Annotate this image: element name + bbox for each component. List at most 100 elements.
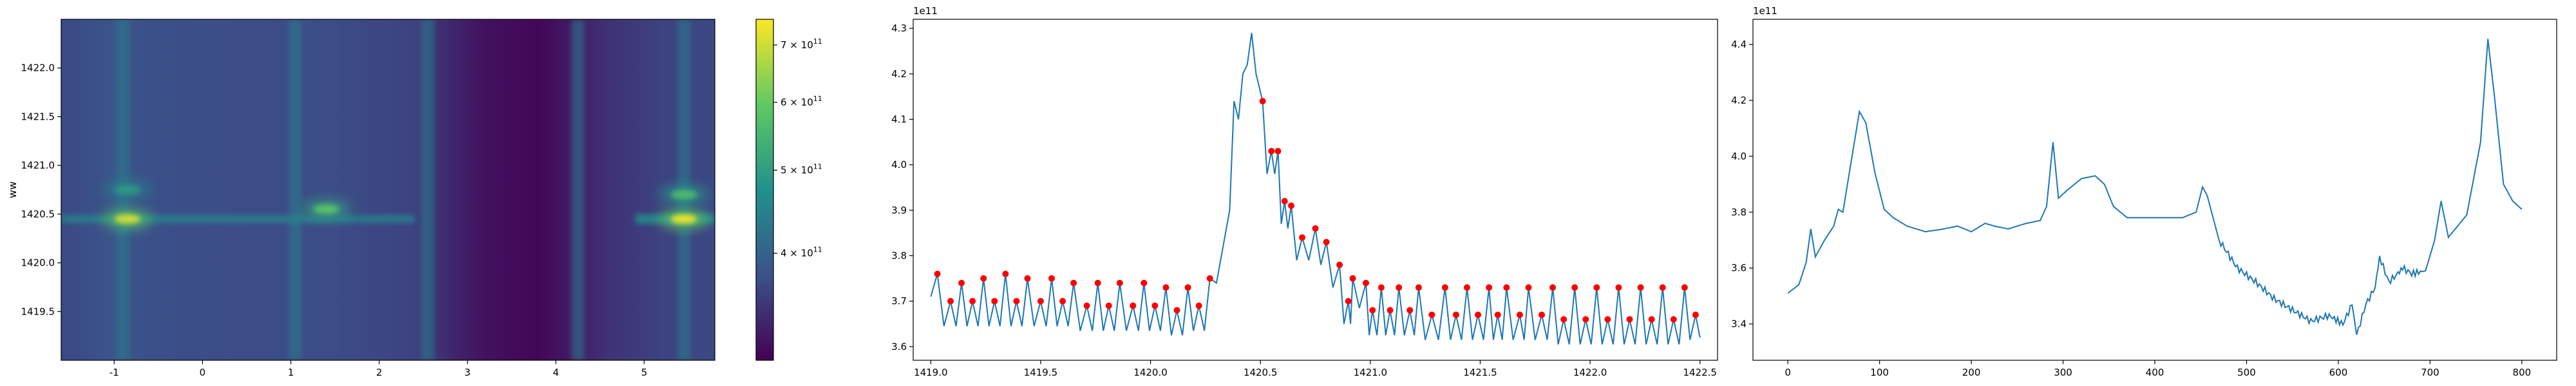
peak-marker-upper <box>1349 275 1356 282</box>
peak-marker-lower <box>1670 316 1677 323</box>
heatmap-x-tick-label: 2 <box>376 367 383 378</box>
peak-marker-upper <box>1571 284 1578 291</box>
peaks-x-tick-label: 1419.0 <box>914 367 948 378</box>
peak-marker-upper <box>1593 284 1600 291</box>
peak-marker-lower <box>1648 316 1655 323</box>
spectrum-x-axis: 0 100 200 300 400 500 600 700 800 <box>1785 360 2531 378</box>
peaks-frame <box>913 19 1718 361</box>
peak-marker-lower <box>1604 316 1611 323</box>
peak-marker-upper <box>1287 202 1294 209</box>
peak-marker-upper <box>1396 284 1403 291</box>
peaks-y-tick-label: 3.7 <box>891 295 907 307</box>
peaks-upper-markers <box>934 98 1688 291</box>
peak-marker-lower <box>1195 302 1202 309</box>
heatmap-y-tick-label: 1422.0 <box>21 62 55 74</box>
peak-marker-upper <box>1024 275 1031 282</box>
peak-marker-upper <box>1362 279 1369 286</box>
peak-marker-upper <box>1281 198 1288 205</box>
peak-marker-lower <box>969 298 976 305</box>
heatmap-x-axis: -1 0 1 2 3 4 5 <box>109 360 647 378</box>
peaks-x-tick-label: 1420.0 <box>1133 367 1168 378</box>
heatmap-x-tick-label: 5 <box>641 367 647 378</box>
peak-marker-upper <box>1268 147 1275 154</box>
spectrum-x-tick-label: 700 <box>2421 367 2439 378</box>
peaks-offset-text: 1e11 <box>913 5 938 17</box>
colorbar-frame <box>755 19 774 361</box>
peaks-panel: 1419.0 1419.5 1420.0 1420.5 1421.0 1421.5 1422… <box>891 5 1718 378</box>
heatmap-hot-spot <box>670 190 697 199</box>
spectrum-y-tick-label: 4.0 <box>1731 151 1747 162</box>
colorbar-tick-label: 5 × 1011 <box>781 163 822 176</box>
heatmap-hot-spot <box>114 214 140 224</box>
spectrum-y-axis: 3.4 3.6 3.8 4.0 4.2 4.4 <box>1731 39 1753 330</box>
heatmap-image <box>61 19 715 360</box>
peak-marker-lower <box>1345 298 1352 305</box>
peak-marker-lower <box>1406 307 1414 314</box>
spectrum-y-tick-label: 3.6 <box>1731 262 1747 274</box>
peaks-y-tick-label: 4.2 <box>891 68 907 80</box>
peak-marker-lower <box>1692 311 1699 318</box>
peak-marker-lower <box>1013 298 1020 305</box>
peak-marker-lower <box>1173 307 1180 314</box>
heatmap-y-tick-label: 1419.5 <box>21 306 55 317</box>
peak-marker-upper <box>1116 279 1123 286</box>
peak-marker-lower <box>1151 302 1159 309</box>
spectrum-line <box>1787 39 2523 335</box>
peaks-x-tick-label: 1419.5 <box>1024 367 1058 378</box>
colorbar-tick-label: 6 × 1011 <box>781 95 822 108</box>
peaks-x-tick-label: 1422.5 <box>1683 367 1717 378</box>
heatmap-y-axis: 1419.5 1420.0 1420.5 1421.0 1421.5 1422.0 <box>21 62 61 317</box>
peak-marker-upper <box>1206 275 1213 282</box>
heatmap-x-tick-label: 1 <box>288 367 294 378</box>
peaks-y-tick-label: 3.9 <box>891 205 907 216</box>
peak-marker-lower <box>1582 316 1589 323</box>
colorbar <box>756 19 773 360</box>
peaks-line <box>930 33 1701 345</box>
peak-marker-upper <box>1002 270 1009 277</box>
peak-marker-upper <box>1259 98 1266 105</box>
heatmap-y-tick-label: 1421.0 <box>21 160 55 171</box>
peak-marker-lower <box>1538 311 1545 318</box>
peak-marker-upper <box>1681 284 1688 291</box>
peak-marker-upper <box>1312 225 1319 232</box>
peaks-lower-markers <box>947 298 1699 323</box>
peak-marker-upper <box>1637 284 1644 291</box>
heatmap-x-tick-label: 3 <box>464 367 471 378</box>
peaks-y-axis: 3.6 3.7 3.8 3.9 4.0 4.1 4.2 4.3 <box>891 23 913 353</box>
peak-marker-upper <box>1184 284 1191 291</box>
spectrum-x-tick-label: 500 <box>2237 367 2256 378</box>
peak-marker-lower <box>1475 311 1482 318</box>
peak-marker-upper <box>1415 284 1422 291</box>
heatmap-hot-spots <box>102 181 708 228</box>
peak-marker-upper <box>1615 284 1622 291</box>
peak-marker-upper <box>1141 279 1148 286</box>
peak-marker-upper <box>1336 261 1343 268</box>
peak-marker-lower <box>1105 302 1112 309</box>
heatmap-vertical-band <box>571 19 585 360</box>
heatmap-x-tick-label: 4 <box>553 367 559 378</box>
heatmap-hot-spot <box>670 214 697 224</box>
peak-marker-upper <box>1299 234 1306 241</box>
peaks-y-tick-label: 4.0 <box>891 159 907 170</box>
spectrum-x-tick-label: 200 <box>1962 367 1981 378</box>
peak-marker-upper <box>980 275 987 282</box>
peaks-x-tick-label: 1421.5 <box>1463 367 1497 378</box>
spectrum-x-tick-label: 0 <box>1785 367 1791 378</box>
peak-marker-lower <box>1452 311 1459 318</box>
peaks-y-tick-label: 4.3 <box>891 23 907 34</box>
peak-marker-lower <box>1037 298 1044 305</box>
peaks-x-axis: 1419.0 1419.5 1420.0 1420.5 1421.0 1421.5 1422… <box>914 360 1717 378</box>
peak-marker-lower <box>1626 316 1633 323</box>
peak-marker-lower <box>1560 316 1567 323</box>
heatmap-hot-spot <box>313 205 339 214</box>
spectrum-x-tick-label: 300 <box>2054 367 2072 378</box>
heatmap-x-tick-label: -1 <box>109 367 119 378</box>
peaks-y-tick-label: 3.8 <box>891 250 907 261</box>
heatmap-y-axis-label: ww <box>6 181 19 198</box>
heatmap-background <box>61 19 715 360</box>
peak-marker-upper <box>1463 284 1470 291</box>
peak-marker-upper <box>958 279 965 286</box>
peak-marker-lower <box>1130 302 1137 309</box>
peak-marker-lower <box>1516 311 1523 318</box>
